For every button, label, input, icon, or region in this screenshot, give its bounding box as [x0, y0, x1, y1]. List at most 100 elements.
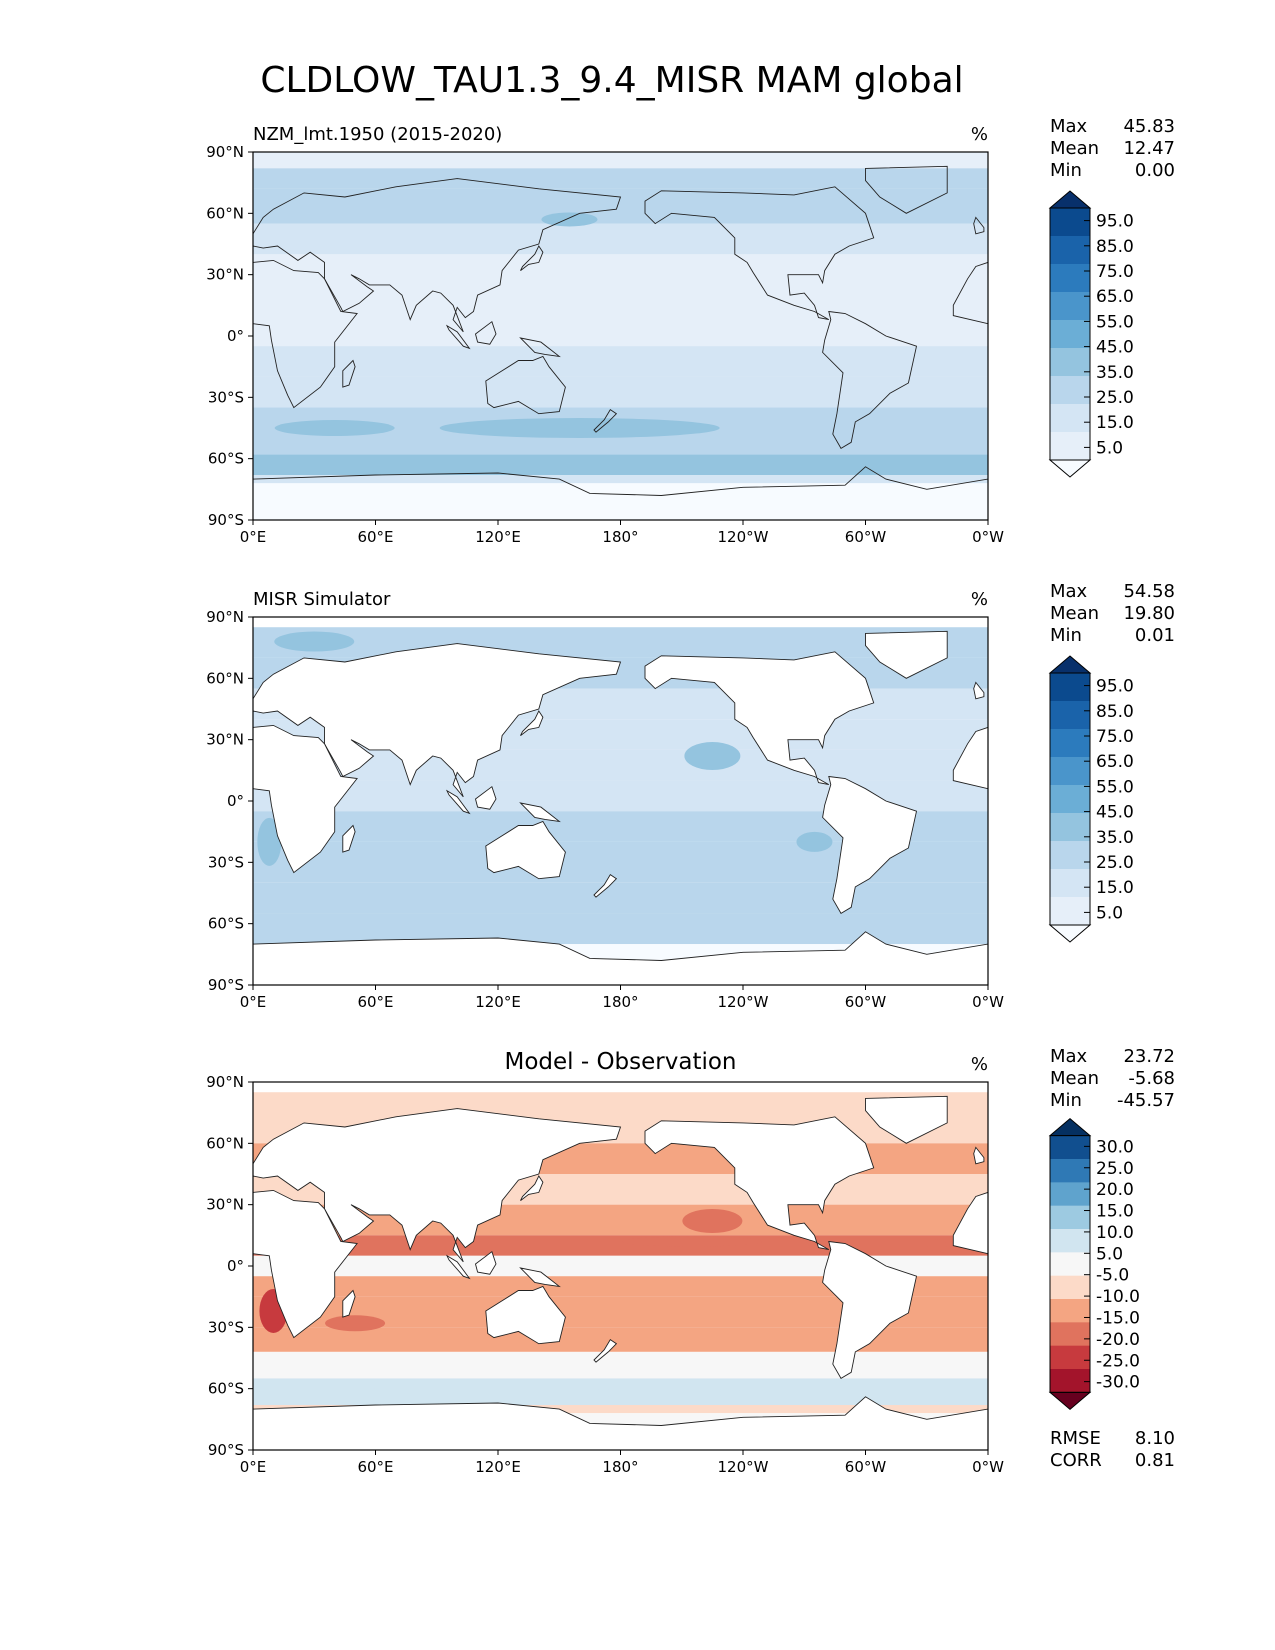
stat-label: Max: [1050, 581, 1088, 602]
field-patch: [796, 831, 833, 852]
y-tick-label: 30°N: [206, 731, 244, 749]
coastline: [973, 1146, 985, 1165]
colorbar-frame: [1049, 672, 1091, 926]
map-field: [253, 617, 988, 985]
field-band: [253, 254, 988, 285]
y-tick-label: 90°S: [208, 1441, 244, 1459]
colorbar-cell: [1050, 1135, 1090, 1160]
coastline: [485, 820, 566, 880]
x-tick-label: 180°: [602, 528, 638, 546]
colorbar-extend-max: [1048, 190, 1092, 209]
stat-value: 54.58: [1123, 581, 1175, 602]
y-tick-label: 90°S: [208, 511, 244, 529]
colorbar-level-label: 75.0: [1096, 727, 1134, 747]
colorbar-cell: [1050, 1322, 1090, 1347]
colorbar-level-label: -20.0: [1096, 1330, 1140, 1350]
x-tick-label: 0°E: [240, 1458, 267, 1476]
coastline: [253, 178, 622, 333]
colorbar-level-label: 85.0: [1096, 702, 1134, 722]
colorbar-cell: [1050, 841, 1090, 870]
coastline: [519, 802, 561, 823]
coastline: [822, 310, 918, 450]
footer-stat-value: 0.81: [1135, 1450, 1175, 1471]
coastline: [593, 873, 618, 898]
y-tick-label: 30°N: [206, 266, 244, 284]
colorbar-extend-min: [1048, 1391, 1092, 1410]
y-tick-label: 0°: [227, 327, 244, 345]
field-patch: [274, 631, 355, 652]
coastline: [952, 1191, 988, 1255]
coastline: [474, 785, 497, 810]
y-tick-label: 90°N: [206, 608, 244, 626]
coastline: [865, 630, 948, 679]
colorbar-level-label: 15.0: [1096, 413, 1134, 433]
field-patch: [571, 1388, 752, 1397]
field-patch: [926, 1239, 947, 1252]
colorbar-level-label: 65.0: [1096, 287, 1134, 307]
colorbar-cell: [1050, 432, 1090, 461]
colorbar: 95.0 85.0 75.0 65.0 55.0 45.0 35.0 25.0 15.0 5.0: [1048, 655, 1134, 943]
colorbar-extend-max: [1048, 1118, 1092, 1137]
colorbar-level-label: 55.0: [1096, 777, 1134, 797]
coastline: [253, 466, 988, 520]
coastline: [644, 1116, 875, 1251]
coastline: [253, 1189, 358, 1339]
colorbar-cell: [1050, 264, 1090, 293]
colorbar-cell: [1050, 1229, 1090, 1253]
map-panel-1: 0°E 60°E 120°E 180° 120°W 60°W 0°W 90°N 60°N 30°N…: [206, 116, 1175, 546]
field-patch: [621, 1236, 762, 1247]
field-band: [253, 315, 988, 347]
map-field: [253, 152, 988, 520]
field-band: [253, 882, 988, 914]
colorbar-level-label: -25.0: [1096, 1351, 1140, 1371]
coastline: [519, 337, 561, 358]
figure-title: CLDLOW_TAU1.3_9.4_MISR MAM global: [260, 60, 963, 101]
colorbar-cell: [1050, 320, 1090, 349]
field-band: [253, 1276, 988, 1297]
colorbar: 95.0 85.0 75.0 65.0 55.0 45.0 35.0 25.0 15.0 5.0: [1048, 190, 1134, 478]
field-band: [253, 475, 988, 484]
colorbar-level-label: 85.0: [1096, 237, 1134, 257]
x-tick-label: 60°E: [357, 993, 393, 1011]
map-field: [253, 1082, 988, 1450]
colorbar-cell: [1050, 404, 1090, 433]
colorbar-level-label: -15.0: [1096, 1308, 1140, 1328]
field-band: [253, 168, 988, 189]
field-band: [253, 1351, 988, 1379]
x-tick-label: 60°W: [845, 993, 887, 1011]
field-band: [253, 223, 988, 255]
colorbar-cell: [1050, 1345, 1090, 1370]
x-tick-label: 60°W: [845, 528, 887, 546]
colorbar-cell: [1050, 292, 1090, 321]
colorbar-level-label: 20.0: [1096, 1180, 1134, 1200]
colorbar-cell: [1050, 376, 1090, 405]
coastline: [445, 1254, 471, 1280]
stat-label: Mean: [1050, 138, 1099, 159]
stat-label: Min: [1050, 625, 1082, 646]
colorbar-cell: [1050, 236, 1090, 265]
coastline: [253, 1108, 622, 1263]
coastline: [342, 824, 356, 853]
colorbar-level-label: 95.0: [1096, 677, 1134, 697]
coastline: [519, 1267, 561, 1288]
colorbar-level-label: 75.0: [1096, 262, 1134, 282]
coastline: [822, 1240, 918, 1380]
colorbar-cell: [1050, 1369, 1090, 1393]
x-tick-label: 120°W: [718, 993, 769, 1011]
colorbar: 30.025.020.015.010.05.0-5.0-10.0-15.0-20…: [1048, 1118, 1140, 1410]
stat-label: Min: [1050, 160, 1082, 181]
map-panel-2: 0°E 60°E 120°E 180° 120°W 60°W 0°W 90°N 60°N 30°N…: [206, 581, 1175, 1011]
footer-stat-label: RMSE: [1050, 1428, 1101, 1449]
field-patch: [684, 742, 741, 771]
stat-label: Min: [1050, 1090, 1082, 1111]
field-band: [253, 1405, 988, 1414]
colorbar-level-label: -10.0: [1096, 1287, 1140, 1307]
coastline: [253, 643, 622, 798]
colorbar-level-label: 5.0: [1096, 1244, 1123, 1264]
coastline: [485, 355, 566, 415]
stat-value: 0.00: [1135, 160, 1175, 181]
coastline: [973, 681, 985, 700]
colorbar-cell: [1050, 701, 1090, 730]
x-tick-label: 60°W: [845, 1458, 887, 1476]
